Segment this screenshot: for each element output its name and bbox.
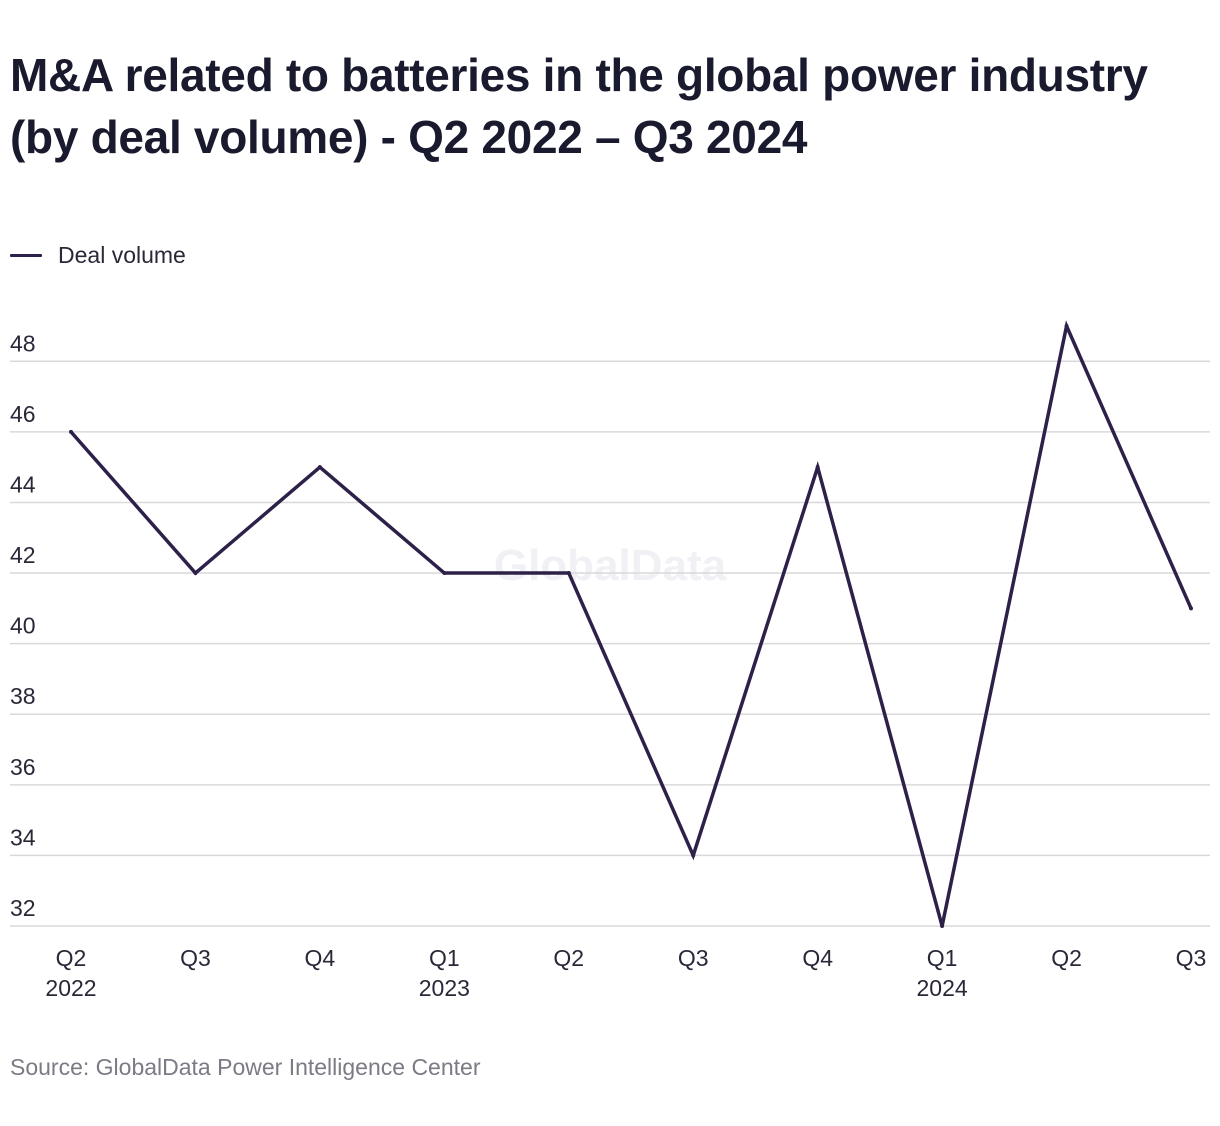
x-axis-ticks: Q2 2022 Q3 Q4 Q1 2023 Q2 Q3 Q4 Q1 2024 Q2 Q3 bbox=[45, 945, 1206, 1001]
data-point-5 bbox=[691, 853, 696, 858]
x-tick-label-7: Q1 bbox=[927, 945, 958, 971]
data-point-6 bbox=[815, 465, 820, 470]
x-tick-label-8: Q2 bbox=[1051, 945, 1082, 971]
y-tick-label-44: 44 bbox=[10, 471, 36, 497]
x-tick-label-0: Q2 bbox=[56, 945, 87, 971]
data-point-7 bbox=[940, 924, 945, 928]
series-line-0 bbox=[69, 320, 1193, 927]
legend: Deal volume bbox=[10, 242, 186, 269]
x-tick-label-2: Q4 bbox=[305, 945, 336, 971]
gridlines bbox=[10, 360, 1210, 927]
y-axis-ticks: 32 34 36 38 40 42 44 46 48 bbox=[10, 330, 36, 921]
data-point-8 bbox=[1064, 324, 1069, 328]
x-tick-label-4: Q2 bbox=[553, 945, 584, 971]
legend-swatch bbox=[10, 254, 42, 257]
series-group bbox=[69, 320, 1193, 928]
data-point-2 bbox=[317, 465, 322, 470]
x-tick-label-3: Q1 bbox=[429, 945, 460, 971]
y-tick-label-48: 48 bbox=[10, 330, 36, 356]
line-chart: GlobalData 32 34 36 38 40 42 44 46 48 Q2 2022 Q3 Q4… bbox=[10, 320, 1210, 1001]
data-point-9 bbox=[1189, 606, 1193, 611]
x-year-label-2024: 2024 bbox=[917, 975, 968, 1001]
y-tick-label-46: 46 bbox=[10, 401, 36, 427]
y-tick-label-40: 40 bbox=[10, 613, 36, 639]
y-tick-label-34: 34 bbox=[10, 824, 36, 850]
x-year-label-2023: 2023 bbox=[419, 975, 470, 1001]
x-tick-label-5: Q3 bbox=[678, 945, 709, 971]
x-tick-label-1: Q3 bbox=[180, 945, 211, 971]
chart-title: M&A related to batteries in the global p… bbox=[10, 49, 1148, 163]
data-point-1 bbox=[193, 571, 198, 576]
y-tick-label-36: 36 bbox=[10, 754, 36, 780]
x-tick-label-6: Q4 bbox=[802, 945, 833, 971]
data-point-0 bbox=[69, 429, 73, 434]
y-tick-label-38: 38 bbox=[10, 683, 36, 709]
y-tick-label-42: 42 bbox=[10, 542, 36, 568]
data-point-4 bbox=[566, 571, 571, 576]
legend-label-deal-volume: Deal volume bbox=[58, 242, 186, 268]
y-tick-label-32: 32 bbox=[10, 895, 36, 921]
watermark: GlobalData bbox=[494, 541, 727, 590]
x-year-label-2022: 2022 bbox=[45, 975, 96, 1001]
x-tick-label-9: Q3 bbox=[1176, 945, 1207, 971]
source-note: Source: GlobalData Power Intelligence Ce… bbox=[10, 1054, 481, 1080]
data-point-3 bbox=[442, 571, 447, 576]
